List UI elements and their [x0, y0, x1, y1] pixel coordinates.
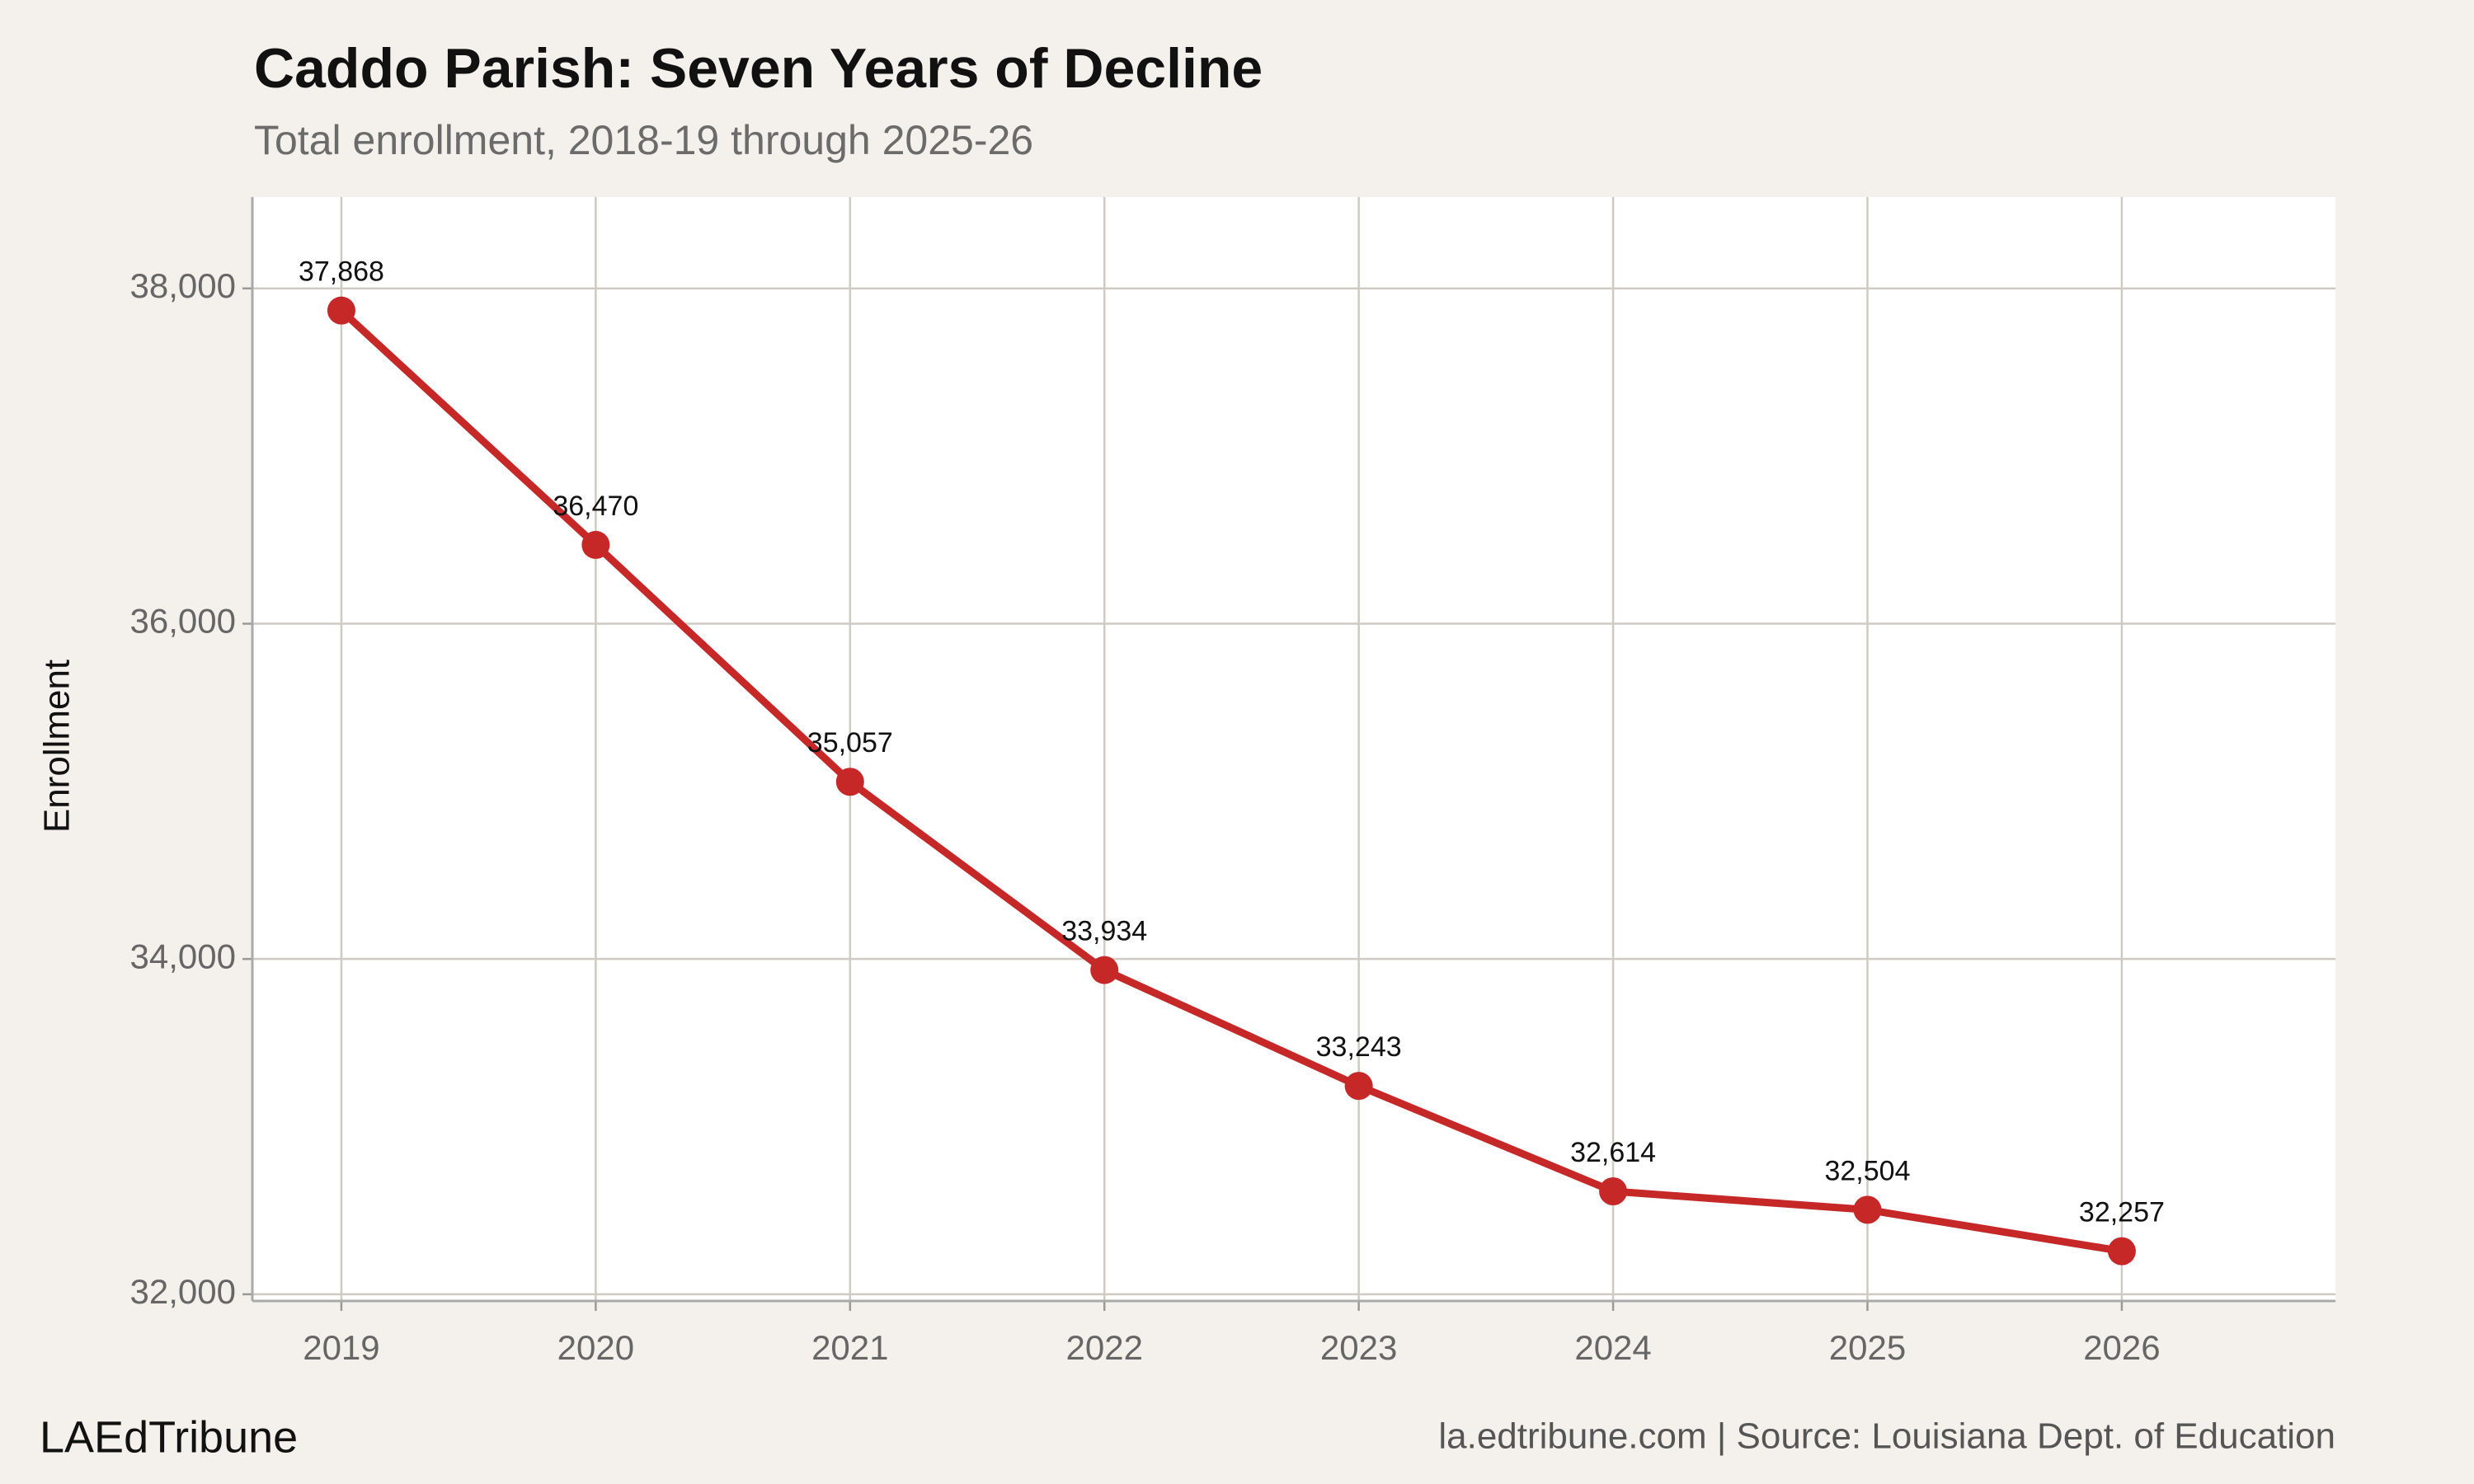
data-point: [1344, 1072, 1373, 1101]
data-label: 32,614: [1570, 1137, 1656, 1168]
source-note: la.edtribune.com | Source: Louisiana Dep…: [1438, 1416, 2335, 1457]
chart-subtitle: Total enrollment, 2018-19 through 2025-2…: [254, 117, 1033, 163]
y-tick-label: 36,000: [130, 602, 236, 641]
x-tick-label: 2025: [1829, 1328, 1906, 1367]
data-point: [1853, 1195, 1882, 1224]
data-label: 32,504: [1824, 1155, 1910, 1186]
x-tick-label: 2024: [1574, 1328, 1651, 1367]
y-axis-label: Enrollment: [37, 660, 78, 833]
data-label: 36,470: [553, 491, 638, 522]
data-point: [327, 296, 355, 325]
data-point: [2107, 1237, 2136, 1266]
data-point: [581, 530, 610, 559]
data-point: [835, 768, 864, 796]
y-tick-label: 34,000: [130, 937, 236, 975]
x-tick-label: 2026: [2083, 1328, 2160, 1367]
y-tick-label: 32,000: [130, 1272, 236, 1311]
x-tick-label: 2023: [1320, 1328, 1397, 1367]
data-point: [1090, 956, 1119, 984]
chart-title: Caddo Parish: Seven Years of Decline: [254, 37, 1263, 100]
x-tick-label: 2020: [557, 1328, 634, 1367]
plot-area: [252, 197, 2335, 1301]
data-line: [338, 308, 2123, 1256]
data-label: 33,934: [1061, 916, 1147, 947]
y-tick-label: 38,000: [130, 266, 236, 305]
brand: LAEdTribune: [40, 1412, 298, 1462]
data-label: 32,257: [2079, 1197, 2165, 1228]
x-tick-label: 2022: [1066, 1328, 1143, 1367]
data-label: 37,868: [299, 256, 384, 288]
x-tick-label: 2021: [811, 1328, 888, 1367]
x-tick-label: 2019: [303, 1328, 379, 1367]
data-label: 33,243: [1316, 1031, 1402, 1063]
data-label: 35,057: [807, 727, 893, 758]
data-point: [1599, 1177, 1628, 1206]
